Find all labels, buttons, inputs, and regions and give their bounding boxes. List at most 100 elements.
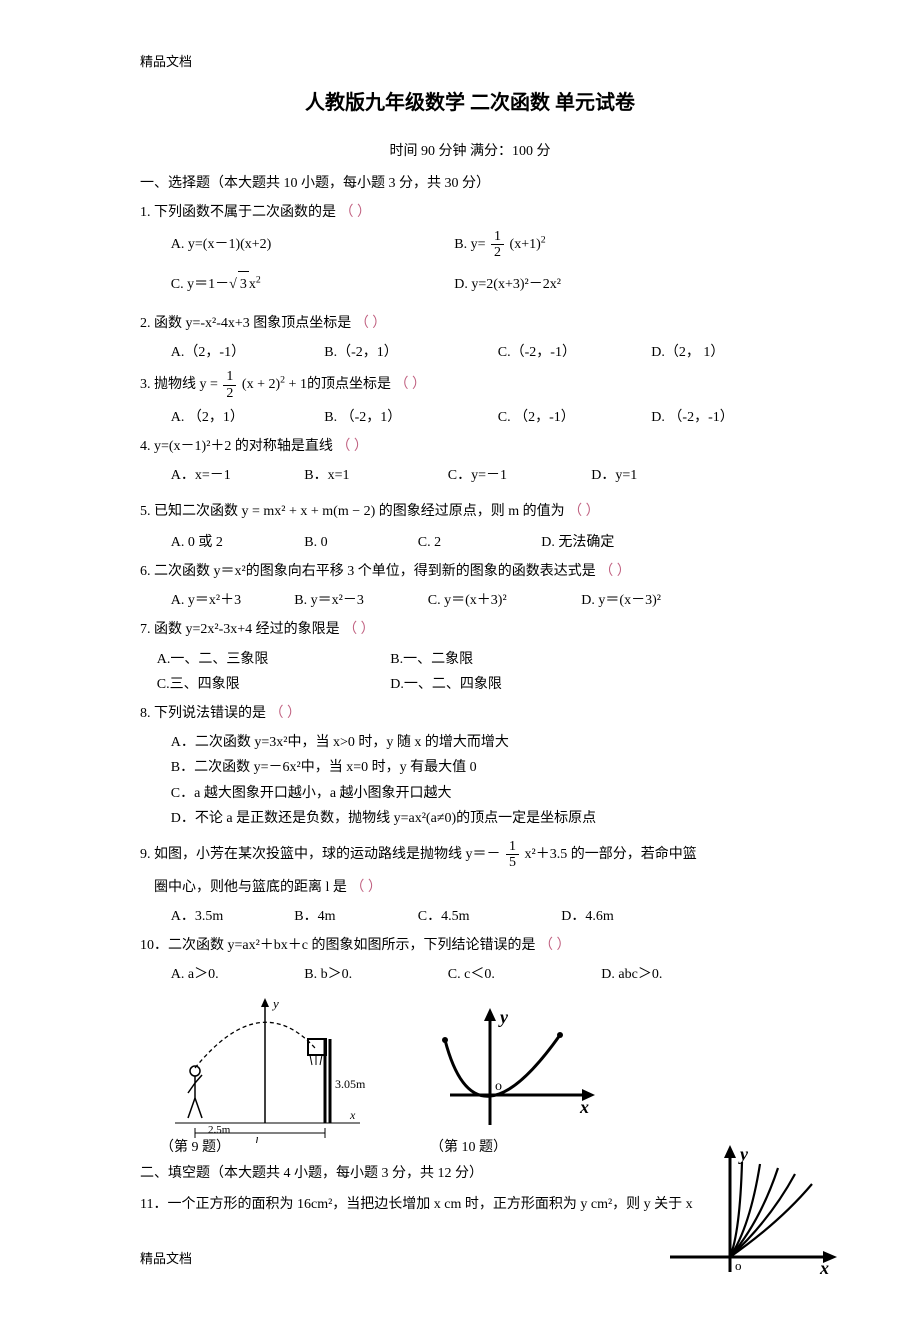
paren-icon: （ ） — [568, 504, 600, 519]
q7-optC: C.三、四象限 — [157, 672, 387, 697]
q1-optD: D. y=2(x+3)²－2x² — [454, 272, 561, 297]
q6-optC: C. y＝(x＋3)² — [428, 588, 578, 613]
q3-pre: 3. 抛物线 y = — [140, 377, 218, 392]
q10-opts: A. a＞0. B. b＞0. C. c＜0. D. abc＞0. — [171, 962, 800, 987]
q6-text: 6. 二次函数 y＝x²的图象向右平移 3 个单位，得到新的图象的函数表达式是 — [140, 564, 596, 579]
q4-optB: B．x=1 — [304, 463, 444, 488]
q2-optC: C.（-2，-1） — [498, 340, 648, 365]
extra-figure-block: y x o — [660, 1142, 840, 1282]
q3-mid: (x + 2) — [242, 377, 280, 392]
paren-icon: （ ） — [539, 938, 571, 953]
figure-row: y x 3.05m — [160, 993, 800, 1160]
q2-opts: A.（2，-1） B.（-2，1） C.（-2，-1） D.（2， 1） — [171, 340, 800, 365]
q1-optA: A. y=(x－1)(x+2) — [171, 232, 451, 257]
q9-line2-text: 圈中心，则他与篮底的距离 l 是 — [154, 880, 347, 895]
q7-opts2: C.三、四象限 D.一、二、四象限 — [157, 672, 800, 697]
q9-optC: C．4.5m — [418, 904, 558, 929]
q6-opts: A. y＝x²＋3 B. y＝x²－3 C. y＝(x＋3)² D. y＝(x－… — [171, 588, 800, 613]
q7-optA: A.一、二、三象限 — [157, 647, 387, 672]
q6-optD: D. y＝(x－3)² — [581, 588, 661, 613]
q8-text: 8. 下列说法错误的是 — [140, 706, 266, 721]
fig9-305-label: 3.05m — [335, 1077, 366, 1091]
paren-icon: （ ） — [270, 706, 302, 721]
paren-icon: （ ） — [355, 316, 387, 331]
q3-optD: D. （-2，-1） — [651, 405, 733, 430]
q1-opts: A. y=(x－1)(x+2) B. y= 12 (x+1)2 — [171, 229, 800, 261]
q5-optD: D. 无法确定 — [541, 530, 614, 555]
q4-optC: C．y=－1 — [448, 463, 588, 488]
q10-figure: y x o — [430, 1005, 600, 1135]
q10-stem: 10．二次函数 y=ax²＋bx＋c 的图象如图所示，下列结论错误的是 （ ） — [140, 933, 800, 958]
q1-text: 1. 下列函数不属于二次函数的是 — [140, 205, 336, 220]
frac-fifth-icon: 15 — [506, 839, 519, 871]
q9-line2: 圈中心，则他与篮底的距离 l 是 （ ） — [154, 875, 800, 900]
q9-optD: D．4.6m — [561, 904, 614, 929]
extra-figure: y x o — [660, 1142, 840, 1282]
q8-optA: A．二次函数 y=3x²中，当 x>0 时，y 随 x 的增大而增大 — [171, 730, 800, 755]
q1-optC-post: x — [249, 272, 256, 297]
q2-text: 2. 函数 y=-x²-4x+3 图象顶点坐标是 — [140, 316, 351, 331]
header-note: 精品文档 — [140, 50, 800, 73]
q10-optC: C. c＜0. — [448, 962, 598, 987]
paren-icon: （ ） — [350, 880, 382, 895]
q1-optB: B. y= 12 (x+1)2 — [454, 229, 545, 261]
q7-opts1: A.一、二、三象限 B.一、二象限 — [157, 647, 800, 672]
q5-opts: A. 0 或 2 B. 0 C. 2 D. 无法确定 — [171, 530, 800, 555]
page-subtitle: 时间 90 分钟 满分：100 分 — [140, 139, 800, 164]
paren-icon: （ ） — [343, 622, 375, 637]
q6-stem: 6. 二次函数 y＝x²的图象向右平移 3 个单位，得到新的图象的函数表达式是 … — [140, 559, 800, 584]
q5-optB: B. 0 — [304, 530, 414, 555]
fig10-caption: （第 10 题） — [430, 1135, 600, 1160]
fig10-x-label: x — [579, 1097, 589, 1117]
q2-optB: B.（-2，1） — [324, 340, 494, 365]
paren-icon: （ ） — [599, 564, 631, 579]
q10-optB: B. b＞0. — [304, 962, 444, 987]
q1-stem: 1. 下列函数不属于二次函数的是 （ ） — [140, 200, 800, 225]
q9-post: x²＋3.5 的一部分，若命中篮 — [525, 847, 697, 862]
paren-icon: （ ） — [336, 439, 368, 454]
q10-optD: D. abc＞0. — [601, 962, 662, 987]
frac-half-icon: 12 — [491, 229, 504, 261]
q5-optC: C. 2 — [418, 530, 538, 555]
q1-optC-pre: C. y＝1－ — [171, 272, 229, 297]
q3-optB: B. （-2，1） — [324, 405, 494, 430]
q4-optD: D．y=1 — [591, 463, 637, 488]
q8-stem: 8. 下列说法错误的是 （ ） — [140, 701, 800, 726]
q8-optC: C．a 越大图象开口越小，a 越小图象开口越大 — [171, 781, 800, 806]
q5-text: 5. 已知二次函数 y = mx² + x + m(m − 2) 的图象经过原点… — [140, 504, 565, 519]
q2-optA: A.（2，-1） — [171, 340, 321, 365]
q3-opts: A. （2，1） B. （-2，1） C. （2，-1） D. （-2，-1） — [171, 405, 800, 430]
paren-icon: （ ） — [340, 205, 372, 220]
q10-optA: A. a＞0. — [171, 962, 301, 987]
q7-text: 7. 函数 y=2x²-3x+4 经过的象限是 — [140, 622, 340, 637]
q9-figure: y x 3.05m — [160, 993, 370, 1143]
q1-optB-pre: B. y= — [454, 232, 485, 257]
extra-y-label: y — [738, 1144, 749, 1164]
q7-optD: D.一、二、四象限 — [390, 672, 502, 697]
q8-optD: D．不论 a 是正数还是负数，抛物线 y=ax²(a≠0)的顶点一定是坐标原点 — [171, 806, 800, 831]
q4-text: 4. y=(x－1)²＋2 的对称轴是直线 — [140, 439, 333, 454]
q3-optA: A. （2，1） — [171, 405, 321, 430]
q9-stem: 9. 如图，小芳在某次投篮中，球的运动路线是抛物线 y＝－ 15 x²＋3.5 … — [140, 839, 800, 871]
q1-optB-post: (x+1) — [510, 232, 541, 257]
q8-optB: B．二次函数 y=－6x²中，当 x=0 时，y 有最大值 0 — [171, 755, 800, 780]
q6-optA: A. y＝x²＋3 — [171, 588, 291, 613]
paren-icon: （ ） — [394, 377, 426, 392]
q9-pre: 9. 如图，小芳在某次投篮中，球的运动路线是抛物线 y＝－ — [140, 847, 501, 862]
q6-optB: B. y＝x²－3 — [294, 588, 424, 613]
fig10-block: y x o （第 10 题） — [430, 1005, 600, 1160]
q4-stem: 4. y=(x－1)²＋2 的对称轴是直线 （ ） — [140, 434, 800, 459]
q4-opts: A．x=－1 B．x=1 C．y=－1 D．y=1 — [171, 463, 800, 488]
q5-stem: 5. 已知二次函数 y = mx² + x + m(m − 2) 的图象经过原点… — [140, 499, 800, 524]
q7-optB: B.一、二象限 — [390, 647, 473, 672]
page-title: 人教版九年级数学 二次函数 单元试卷 — [140, 85, 800, 121]
q9-opts: A．3.5m B．4m C．4.5m D．4.6m — [171, 904, 800, 929]
extra-x-label: x — [819, 1258, 829, 1278]
fig9-y-label: y — [271, 996, 279, 1011]
section1-head: 一、选择题（本大题共 10 小题，每小题 3 分，共 30 分） — [140, 171, 800, 196]
q9-optB: B．4m — [294, 904, 414, 929]
q2-stem: 2. 函数 y=-x²-4x+3 图象顶点坐标是 （ ） — [140, 311, 800, 336]
q5-optA: A. 0 或 2 — [171, 530, 301, 555]
extra-o-label: o — [735, 1258, 742, 1273]
fig9-block: y x 3.05m — [160, 993, 370, 1160]
